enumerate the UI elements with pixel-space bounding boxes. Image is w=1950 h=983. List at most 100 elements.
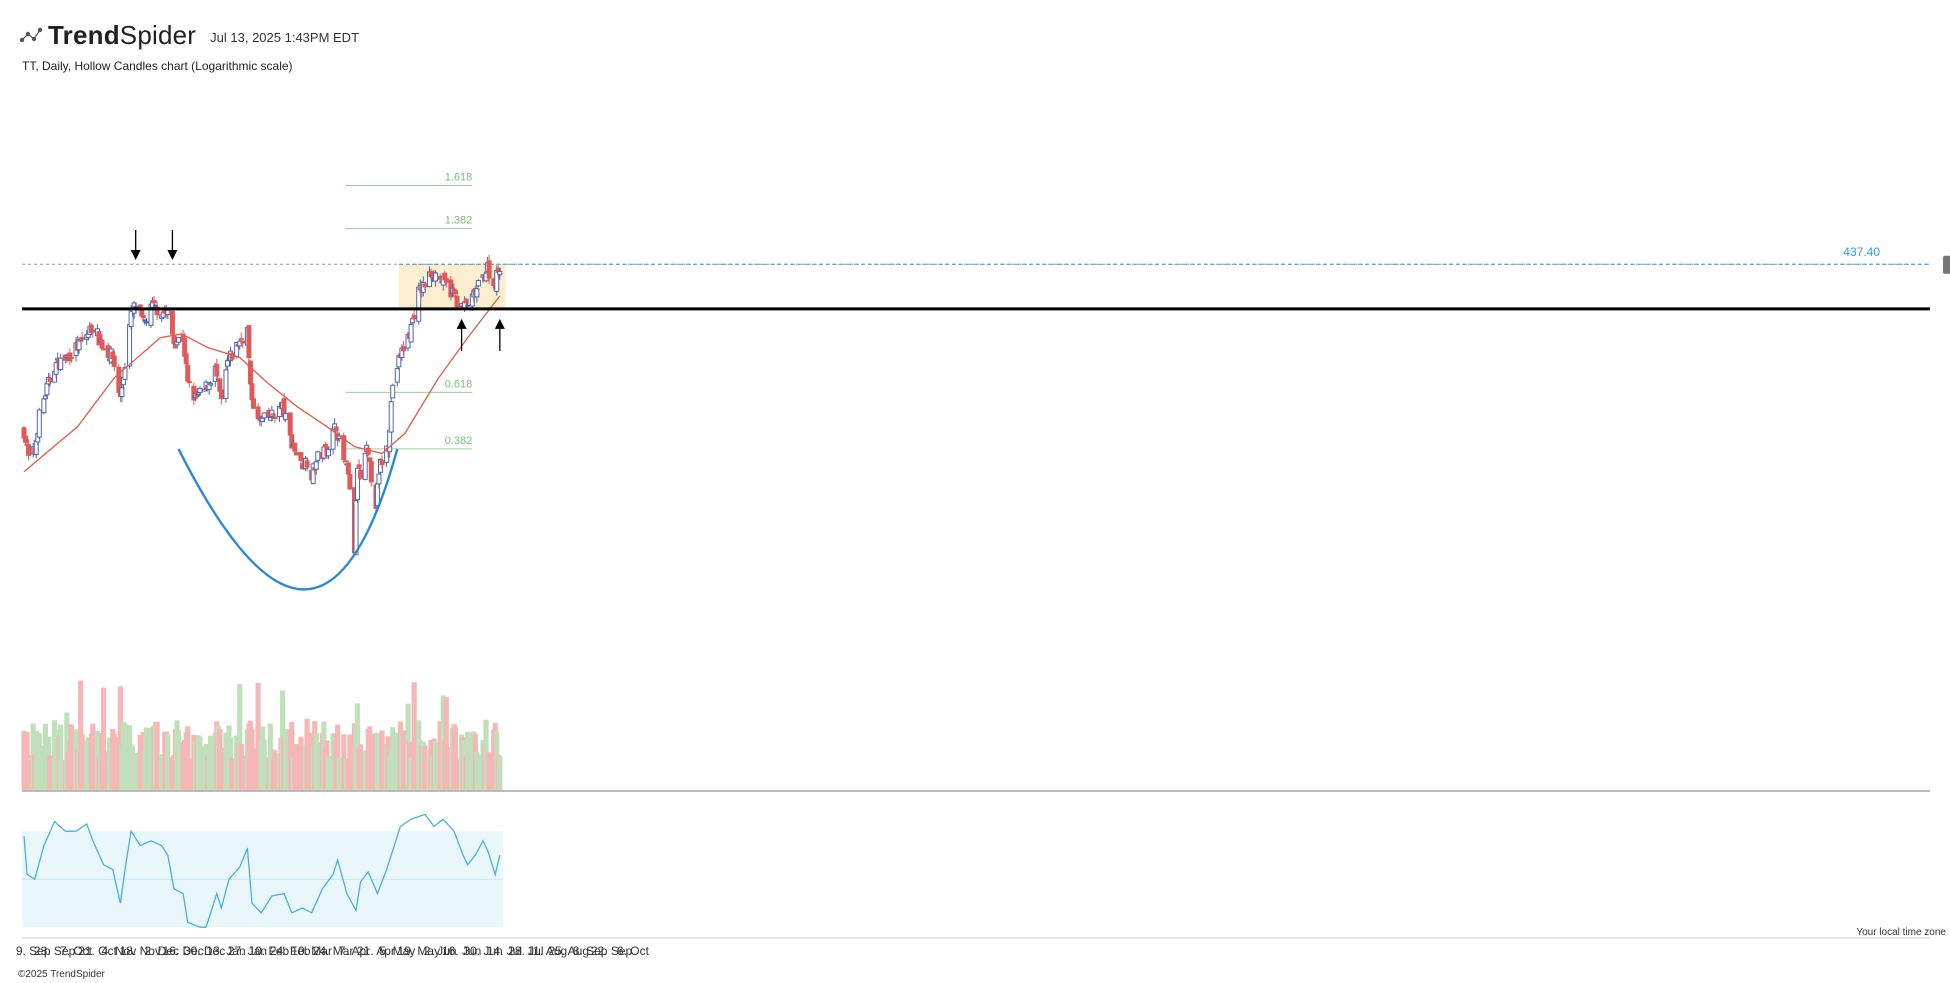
candle-body	[355, 467, 361, 501]
volume-bar	[122, 723, 128, 790]
x-tick-label: 4. Nov	[102, 944, 137, 958]
x-tick-label: 7. Apr	[339, 944, 370, 958]
candle-body	[325, 449, 331, 457]
candle-body	[240, 340, 246, 344]
candle-body	[36, 409, 42, 438]
candle-body	[342, 460, 348, 463]
candle-body	[362, 452, 368, 480]
candle-body	[26, 444, 32, 456]
candle-body	[23, 435, 29, 443]
candle-body	[347, 473, 353, 490]
arrow-up-head	[456, 318, 467, 329]
candle-body	[151, 300, 157, 304]
volume-bar	[25, 755, 32, 790]
x-tick-label: 11. Aug	[527, 944, 567, 958]
candle-body	[251, 398, 256, 409]
candle-body	[224, 360, 230, 367]
candle-body	[356, 464, 362, 468]
fib-label: 0.618	[445, 378, 473, 390]
candle-body	[76, 339, 82, 351]
candle-body	[165, 309, 171, 316]
volume-bar	[379, 730, 385, 790]
x-tick-label: 23. Sep	[34, 944, 76, 958]
volume-bars	[21, 680, 503, 790]
volume-bar	[250, 748, 257, 790]
candle-body	[313, 461, 319, 470]
candle-body	[183, 353, 189, 365]
candle-body	[298, 451, 304, 462]
x-tick-label: 2. Dec	[144, 944, 179, 958]
volume-bar	[100, 687, 107, 790]
candle-body	[388, 401, 394, 433]
volume-bar	[486, 752, 492, 790]
volume-bar	[354, 703, 361, 790]
candle-body	[58, 357, 64, 371]
volume-bar	[283, 729, 289, 790]
volume-bar	[90, 723, 96, 790]
volume-bar	[197, 737, 203, 790]
x-tick-label: 2. Jun	[424, 944, 457, 958]
candle-body	[283, 413, 289, 420]
x-tick-label: 14. Jul	[487, 944, 522, 958]
rsi-line	[23, 813, 501, 928]
x-tick-label: 6. Oct	[617, 944, 650, 958]
x-tick-label: 16. Dec	[162, 944, 203, 958]
candle-body	[269, 409, 275, 417]
x-tick-label: 10. Feb	[248, 944, 289, 958]
volume-bar	[289, 721, 295, 790]
x-tick-label: 18. Nov	[120, 944, 161, 958]
candle-body	[47, 377, 53, 382]
candle-body	[78, 339, 84, 342]
candle-body	[358, 469, 364, 479]
volume-bar	[111, 733, 117, 790]
volume-bar	[68, 724, 75, 790]
candle-body	[315, 451, 321, 461]
volume-bar	[475, 754, 482, 790]
x-tick-label: 21. Apr	[357, 944, 395, 958]
candle-body	[246, 325, 252, 359]
candle-body	[272, 416, 278, 419]
timezone-note: Your local time zone	[1856, 927, 1946, 938]
candle-body	[143, 321, 149, 324]
candle-body	[176, 337, 182, 343]
volume-bar	[335, 724, 341, 790]
price-axis: 519.11489.27461.15437.11409.65386.11363.…	[1943, 255, 1950, 274]
candle-body	[463, 298, 469, 304]
candle-body	[433, 272, 439, 282]
x-tick-label: 22. Sep	[591, 944, 633, 958]
candle-body	[208, 383, 214, 386]
x-tick-label: 5. May	[379, 944, 415, 958]
candle-body	[394, 368, 400, 383]
candle-body	[99, 339, 105, 349]
volume-bar	[432, 741, 439, 790]
candle-body	[214, 363, 220, 377]
candle-body	[96, 331, 102, 346]
candle-body	[79, 337, 85, 341]
arrow-down-head	[130, 250, 141, 260]
candle-body	[127, 324, 133, 367]
candle-body	[465, 304, 471, 307]
volume-bar	[336, 757, 342, 790]
rsi-panel: 80.0060.0040.00	[22, 813, 503, 928]
candle-body	[486, 260, 492, 279]
volume-bar	[208, 735, 214, 790]
candles	[21, 254, 503, 557]
candle-body	[376, 473, 382, 485]
volume-bar	[422, 745, 428, 790]
candle-body	[368, 461, 374, 483]
candle-body	[140, 315, 146, 319]
x-tick-label: 10. Mar	[291, 944, 332, 958]
x-tick-label: 27. Jan	[228, 944, 267, 958]
volume-bar	[237, 684, 243, 790]
copyright: ©2025 TrendSpider	[18, 969, 105, 980]
candle-body	[390, 384, 396, 399]
volume-bar	[443, 697, 449, 790]
candle-body	[68, 356, 74, 359]
candle-body	[474, 288, 480, 298]
volume-bar	[452, 726, 459, 790]
candle-body	[292, 442, 298, 452]
candle-body	[169, 310, 175, 335]
candle-body	[238, 338, 244, 341]
volume-bar	[368, 734, 374, 790]
